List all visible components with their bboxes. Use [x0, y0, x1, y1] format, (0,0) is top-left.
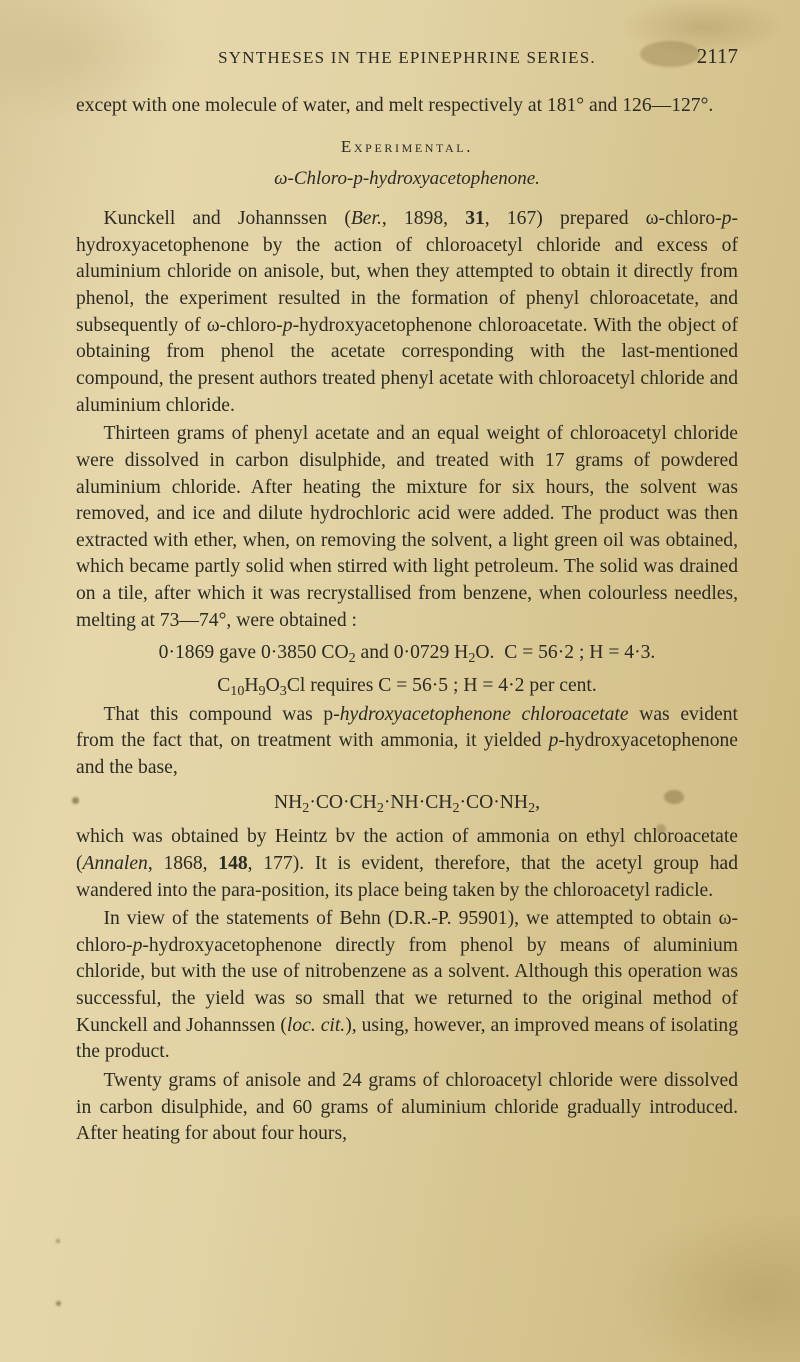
paragraph-5: In view of the statements of Behn (D.R.-… [76, 906, 738, 1066]
compound-subheading: ω-Chloro-p-hydroxyacetophenone. [76, 166, 738, 192]
paragraph-continuation: except with one molecule of water, and m… [76, 93, 738, 120]
paragraph-6: Twenty grams of anisole and 24 grams of … [76, 1068, 738, 1148]
structural-formula: NH2·CO·CH2·NH·CH2·CO·NH2, [76, 790, 738, 817]
analysis-line-found: 0·1869 gave 0·3850 CO2 and 0·0729 H2O. C… [76, 640, 738, 667]
paragraph-4: which was obtained by Heintz bv the acti… [76, 824, 738, 904]
running-title: SYNTHESES IN THE EPINEPHRINE SERIES. [146, 46, 668, 69]
paragraph-2: Thirteen grams of phenyl acetate and an … [76, 421, 738, 634]
paragraph-1: Kunckell and Johannssen (Ber., 1898, 31,… [76, 206, 738, 419]
paragraph-3: That this compound was p-hydroxyacetophe… [76, 702, 738, 782]
running-head: SYNTHESES IN THE EPINEPHRINE SERIES. 211… [76, 42, 738, 71]
page-content: SYNTHESES IN THE EPINEPHRINE SERIES. 211… [0, 0, 800, 1198]
analysis-line-required: C10H9O3Cl requires C = 56·5 ; H = 4·2 pe… [76, 673, 738, 700]
section-heading-experimental: Experimental. [76, 135, 738, 158]
page-number: 2117 [668, 42, 738, 71]
